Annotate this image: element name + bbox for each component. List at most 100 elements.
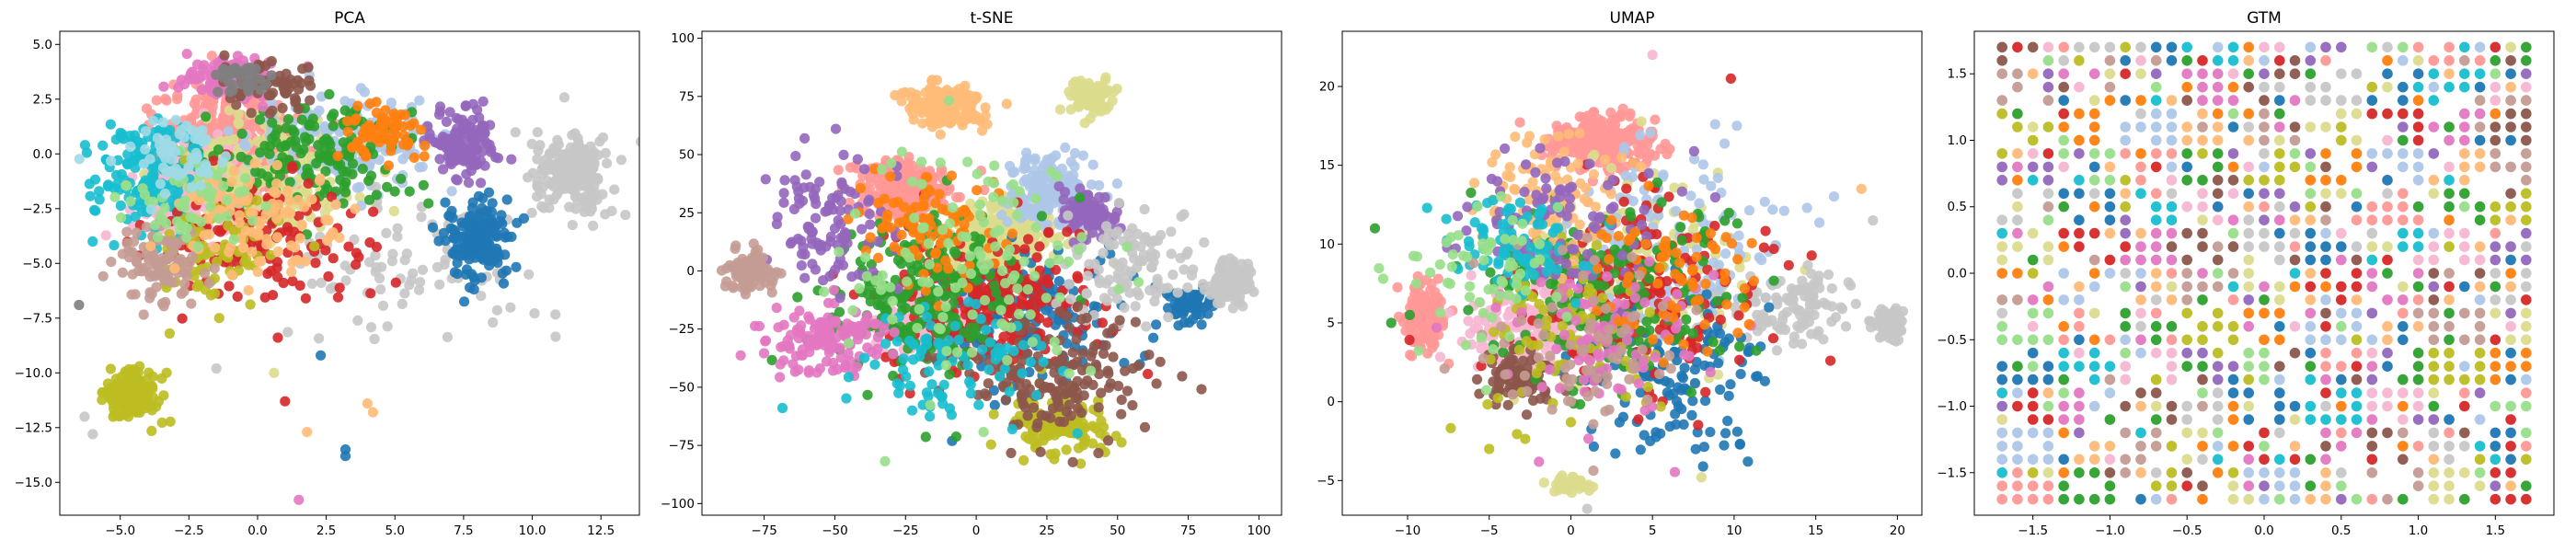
point-cluster-11 xyxy=(259,292,270,303)
point-cluster-8 xyxy=(458,143,469,154)
point-cluster-11 xyxy=(1212,297,1224,309)
point-cluster-6 xyxy=(505,302,516,313)
point-cluster-14 xyxy=(168,277,179,288)
point-cluster-6 xyxy=(491,305,503,316)
point-cluster-18 xyxy=(246,108,257,119)
point-cluster-12 xyxy=(156,373,167,384)
point-cluster-11 xyxy=(371,241,382,252)
point-cluster-13 xyxy=(240,254,251,265)
point-cluster-10 xyxy=(98,140,109,151)
point-cluster-4 xyxy=(1086,179,1097,190)
point-cluster-8 xyxy=(477,96,489,107)
point-cluster-12 xyxy=(104,391,115,403)
point-cluster-11 xyxy=(323,270,334,282)
point-cluster-4 xyxy=(1077,150,1088,161)
point-cluster-7 xyxy=(465,282,476,293)
point-cluster-18 xyxy=(297,63,308,75)
point-cluster-7 xyxy=(467,197,478,208)
point-cluster-10 xyxy=(1225,253,1236,264)
point-cluster-11 xyxy=(1093,264,1104,275)
point-cluster-7 xyxy=(440,197,451,208)
point-cluster-9 xyxy=(966,332,977,343)
point-cluster-8 xyxy=(469,124,481,135)
point-cluster-5 xyxy=(570,158,582,170)
point-cluster-6 xyxy=(417,264,429,275)
point-cluster-2 xyxy=(986,201,997,212)
point-cluster-14 xyxy=(141,222,152,233)
point-cluster-11 xyxy=(1213,280,1225,291)
point-cluster-12 xyxy=(977,125,988,136)
point-cluster-5 xyxy=(592,150,604,161)
point-cluster-11 xyxy=(232,291,243,302)
point-cluster-1 xyxy=(864,184,876,195)
point-cluster-11 xyxy=(1063,210,1074,221)
point-cluster-16 xyxy=(352,100,363,111)
point-cluster-11 xyxy=(266,265,277,277)
point-cluster-5 xyxy=(569,128,581,139)
point-cluster-9 xyxy=(404,186,415,197)
point-cluster-11 xyxy=(1141,321,1152,332)
point-cluster-13 xyxy=(189,270,200,282)
point-cluster-12 xyxy=(122,393,133,404)
point-cluster-4 xyxy=(223,126,234,137)
point-cluster-6 xyxy=(488,316,499,328)
point-cluster-20 xyxy=(140,144,151,155)
point-cluster-9 xyxy=(236,128,247,139)
point-cluster-15 xyxy=(252,266,263,278)
point-cluster-20 xyxy=(74,154,85,165)
point-cluster-18 xyxy=(305,80,316,91)
point-cluster-7 xyxy=(1196,319,1207,330)
point-cluster-9 xyxy=(324,88,335,100)
point-cluster-18 xyxy=(305,95,316,106)
point-cluster-5 xyxy=(583,180,594,191)
point-cluster-20 xyxy=(176,124,188,135)
point-cluster-9 xyxy=(939,279,951,290)
point-cluster-12 xyxy=(146,425,157,436)
point-cluster-11 xyxy=(1146,261,1157,273)
point-cluster-19 xyxy=(189,213,200,224)
point-cluster-10 xyxy=(1209,287,1220,298)
point-cluster-6 xyxy=(375,284,386,295)
point-cluster-9 xyxy=(371,190,382,201)
point-cluster-4 xyxy=(1094,179,1105,191)
point-cluster-20 xyxy=(198,136,209,147)
point-cluster-10 xyxy=(1242,276,1253,287)
point-cluster-7 xyxy=(478,247,489,258)
point-cluster-6 xyxy=(988,385,999,396)
point-cluster-6 xyxy=(1050,319,1061,330)
point-cluster-9 xyxy=(304,120,315,132)
point-cluster-17 xyxy=(197,85,208,96)
point-cluster-8 xyxy=(479,135,490,146)
x-tick-label: −5.0 xyxy=(105,523,135,538)
point-cluster-16 xyxy=(380,105,391,116)
point-cluster-8 xyxy=(1097,317,1108,328)
point-cluster-16 xyxy=(399,109,410,121)
point-cluster-20 xyxy=(190,132,201,144)
point-cluster-16 xyxy=(350,115,361,126)
point-cluster-14 xyxy=(184,257,195,268)
point-cluster-11 xyxy=(1113,198,1124,209)
point-cluster-1 xyxy=(161,95,172,106)
point-cluster-14 xyxy=(98,270,109,282)
point-cluster-20 xyxy=(187,182,198,193)
point-cluster-10 xyxy=(1231,264,1242,275)
point-cluster-6 xyxy=(526,207,537,218)
point-cluster-5 xyxy=(588,220,599,231)
point-cluster-15 xyxy=(247,247,258,258)
point-cluster-13 xyxy=(251,195,262,206)
point-cluster-20 xyxy=(161,134,172,145)
point-cluster-15 xyxy=(169,263,180,274)
point-cluster-3 xyxy=(354,191,365,202)
point-cluster-9 xyxy=(274,170,285,181)
point-cluster-9 xyxy=(865,295,876,307)
point-cluster-8 xyxy=(1031,252,1042,263)
point-cluster-12 xyxy=(896,96,907,107)
point-cluster-18 xyxy=(282,86,293,98)
point-cluster-6 xyxy=(550,331,561,342)
point-cluster-11 xyxy=(343,241,354,252)
point-cluster-19 xyxy=(213,213,224,224)
point-cluster-7 xyxy=(452,258,463,269)
point-cluster-9 xyxy=(282,114,294,125)
point-cluster-5 xyxy=(551,145,562,156)
point-cluster-6 xyxy=(399,288,410,299)
